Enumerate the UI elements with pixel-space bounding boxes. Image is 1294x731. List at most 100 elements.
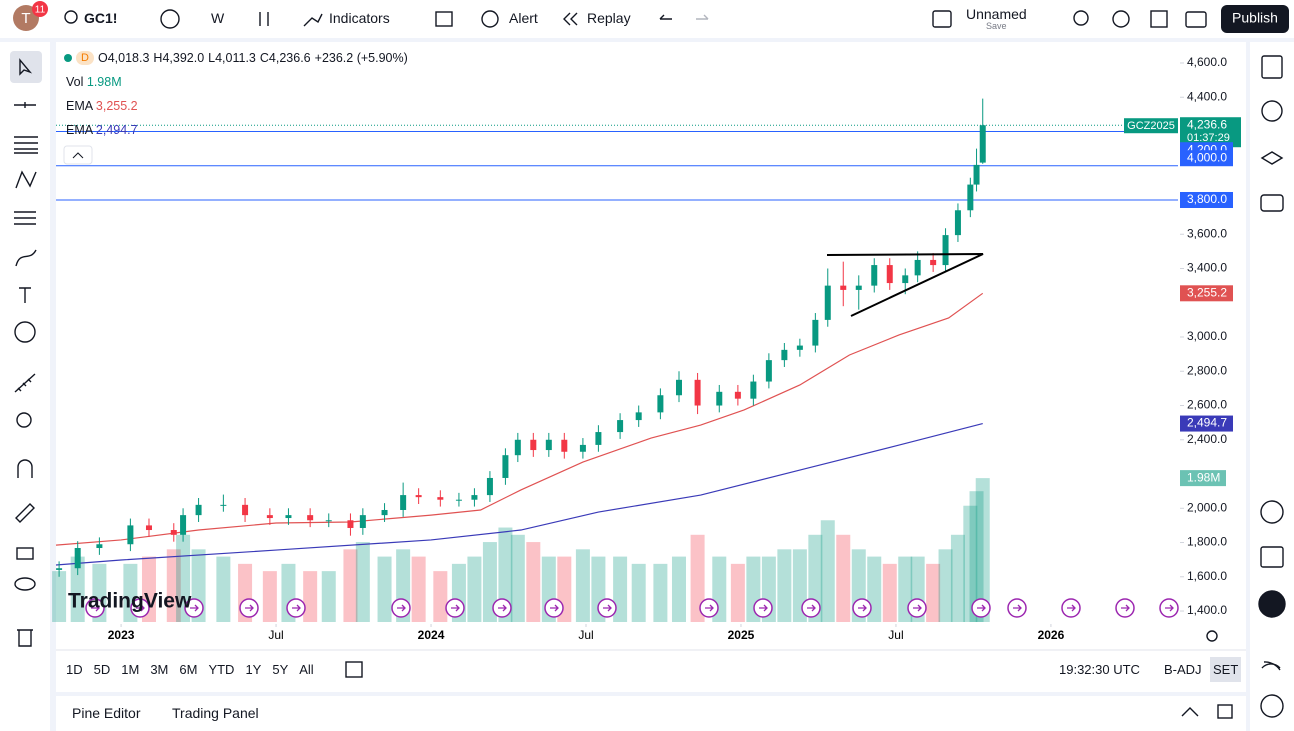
add-symbol[interactable] (160, 9, 180, 29)
interval[interactable]: W (211, 10, 225, 26)
fib-tool[interactable] (14, 136, 38, 154)
replay-icon[interactable] (563, 12, 578, 26)
snapshot-icon[interactable] (1185, 11, 1207, 28)
c-value: 4,236.6 (268, 51, 311, 65)
candle-body (359, 515, 366, 528)
y-tick-label: 2,600.0 (1187, 398, 1227, 412)
alert[interactable]: Alert (509, 10, 538, 26)
range-button[interactable]: All (299, 662, 314, 677)
zoom-tool[interactable] (16, 412, 32, 428)
candle-body (545, 439, 552, 451)
save[interactable]: Save (986, 21, 1007, 31)
range-button[interactable]: 3M (150, 662, 169, 677)
trading-panel[interactable]: Trading Panel (172, 705, 259, 721)
layout-name[interactable]: Unnamed (966, 6, 1027, 22)
line-tool[interactable] (14, 102, 36, 108)
range-button[interactable]: 5D (93, 662, 111, 677)
replay[interactable]: Replay (587, 10, 631, 26)
candle-body (765, 360, 772, 382)
alert-icon[interactable] (481, 10, 499, 28)
trash-tool[interactable] (17, 629, 33, 647)
clock: 19:32:30 UTC (1059, 662, 1140, 677)
quick-search[interactable] (1073, 10, 1089, 26)
volume-bar (70, 556, 85, 622)
chat-icon[interactable] (1260, 194, 1284, 212)
redo[interactable] (696, 14, 709, 20)
volume-bar (938, 549, 953, 622)
ruler-tool[interactable] (14, 373, 36, 393)
volume-bar (433, 571, 448, 622)
date-range-icon[interactable] (345, 661, 363, 678)
candle-body (307, 515, 314, 521)
y-tick-label: 2,000.0 (1187, 500, 1227, 514)
candle-body (195, 504, 202, 516)
collapse-panel[interactable] (1181, 707, 1199, 717)
range-button[interactable]: 1Y (245, 662, 262, 677)
y-tick-label: 2,400.0 (1187, 432, 1227, 446)
pen-lock[interactable] (15, 503, 35, 523)
indicators-icon[interactable] (303, 13, 323, 27)
collapse-legend[interactable] (63, 145, 93, 165)
event-arrow (1067, 604, 1076, 612)
layout-icon[interactable] (932, 10, 952, 28)
ema-label: 2,494.7 (1187, 416, 1227, 430)
range-button[interactable]: 1M (121, 662, 140, 677)
volume-bar (343, 549, 358, 622)
chart-type[interactable] (259, 12, 269, 26)
candle-body (886, 265, 893, 284)
layers-icon[interactable] (1260, 151, 1284, 165)
candle-body (750, 381, 757, 399)
maximize-panel[interactable] (1217, 704, 1233, 719)
candle-body (127, 525, 134, 545)
bottom-panel (56, 696, 1246, 731)
forecast-tool[interactable] (14, 211, 36, 225)
symbol[interactable]: GC1! (84, 10, 118, 26)
volume-bar (216, 556, 231, 622)
event-arrow (913, 604, 922, 612)
lock-tool[interactable] (16, 547, 34, 560)
pattern-tool[interactable] (15, 170, 37, 189)
templates-icon[interactable] (435, 11, 453, 27)
pine-editor[interactable]: Pine Editor (72, 705, 141, 721)
watchlist-icon[interactable] (1261, 55, 1283, 79)
search-icon[interactable] (64, 10, 78, 24)
candle-body (56, 568, 63, 570)
alerts-icon[interactable] (1261, 100, 1283, 122)
brush-tool[interactable] (15, 249, 37, 267)
adjust[interactable]: B-ADJ (1164, 662, 1202, 677)
undo[interactable] (659, 14, 672, 20)
range-button[interactable]: YTD (208, 662, 235, 677)
fullscreen-icon[interactable] (1150, 10, 1168, 28)
axis-settings[interactable] (1206, 630, 1218, 642)
apps-icon[interactable] (1258, 590, 1286, 618)
candle-body (967, 184, 974, 211)
signal-icon[interactable] (1261, 661, 1281, 671)
session[interactable]: SET (1210, 657, 1242, 682)
calendar-icon[interactable] (1260, 546, 1284, 568)
volume-bar (166, 549, 181, 622)
candle-body (170, 530, 177, 535)
range-button[interactable]: 5Y (272, 662, 289, 677)
event-arrow (977, 604, 986, 612)
candle-body (381, 509, 388, 516)
candle-body (635, 412, 642, 421)
candle-body (979, 125, 986, 163)
settings-icon[interactable] (1112, 10, 1130, 28)
eye-tool[interactable] (14, 577, 36, 591)
candle-body (871, 265, 878, 286)
event-arrow (292, 604, 301, 612)
last-price-label: 4,236.6 (1187, 117, 1227, 131)
range-button[interactable]: 1D (66, 662, 83, 677)
text-tool[interactable] (19, 287, 31, 303)
range-button[interactable]: 6M (179, 662, 198, 677)
emoji-tool[interactable] (14, 321, 36, 343)
publish-button[interactable] (1221, 5, 1289, 33)
y-tick-label: 2,800.0 (1187, 363, 1227, 377)
cursor-icon[interactable] (19, 58, 33, 76)
magnet-tool[interactable] (17, 459, 33, 478)
exchange: D (76, 51, 94, 65)
target-icon[interactable] (1260, 500, 1284, 524)
help-icon[interactable] (1260, 694, 1284, 718)
indicators[interactable]: Indicators (329, 10, 390, 26)
candle-body (266, 515, 273, 519)
